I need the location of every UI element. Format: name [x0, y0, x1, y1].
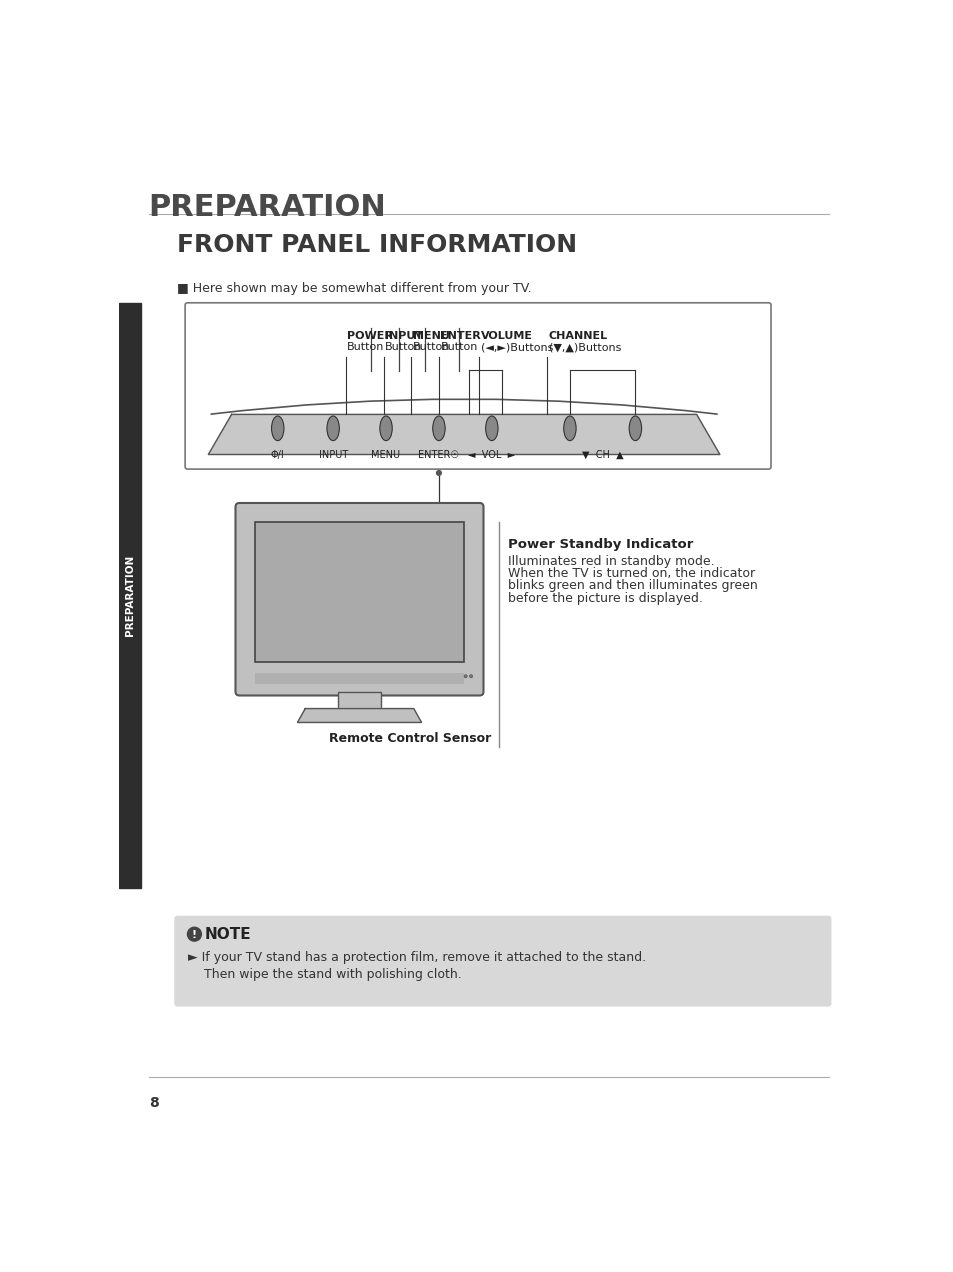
Text: Remote Control Sensor: Remote Control Sensor: [329, 731, 491, 744]
Ellipse shape: [379, 416, 392, 440]
Bar: [119, 303, 141, 888]
Text: NOTE: NOTE: [204, 927, 251, 943]
Ellipse shape: [464, 674, 467, 678]
Text: MENU: MENU: [371, 450, 400, 460]
Text: ◄  VOL  ►: ◄ VOL ►: [468, 450, 515, 460]
Text: Button: Button: [347, 342, 384, 352]
FancyBboxPatch shape: [235, 502, 483, 696]
Text: Button: Button: [440, 342, 477, 352]
Text: Then wipe the stand with polishing cloth.: Then wipe the stand with polishing cloth…: [188, 968, 461, 981]
Text: INPUT: INPUT: [385, 331, 423, 341]
Text: VOLUME: VOLUME: [480, 331, 532, 341]
Ellipse shape: [187, 927, 201, 941]
Text: ■ Here shown may be somewhat different from your TV.: ■ Here shown may be somewhat different f…: [177, 282, 532, 295]
Text: ENTER: ENTER: [440, 331, 480, 341]
Text: PREPARATION: PREPARATION: [125, 555, 135, 636]
Polygon shape: [297, 709, 421, 722]
Ellipse shape: [433, 416, 445, 440]
Ellipse shape: [629, 416, 641, 440]
Ellipse shape: [436, 469, 441, 476]
Text: (◄,►)Buttons: (◄,►)Buttons: [480, 342, 553, 352]
Text: blinks green and then illuminates green: blinks green and then illuminates green: [508, 579, 758, 593]
Text: Button: Button: [413, 342, 450, 352]
Polygon shape: [208, 415, 720, 454]
Ellipse shape: [327, 416, 339, 440]
Text: 8: 8: [149, 1096, 158, 1110]
Ellipse shape: [469, 674, 472, 678]
Text: (▼,▲)Buttons: (▼,▲)Buttons: [548, 342, 620, 352]
Text: CHANNEL: CHANNEL: [548, 331, 607, 341]
Text: Power Standby Indicator: Power Standby Indicator: [508, 538, 693, 551]
FancyBboxPatch shape: [174, 916, 831, 1006]
Text: ▼  CH  ▲: ▼ CH ▲: [581, 450, 623, 460]
Text: When the TV is turned on, the indicator: When the TV is turned on, the indicator: [508, 567, 755, 580]
Text: PREPARATION: PREPARATION: [149, 192, 386, 221]
Text: before the picture is displayed.: before the picture is displayed.: [508, 591, 702, 604]
Ellipse shape: [563, 416, 576, 440]
Text: !: !: [192, 930, 196, 940]
Text: Button: Button: [385, 342, 422, 352]
Ellipse shape: [485, 416, 497, 440]
FancyArrowPatch shape: [211, 399, 717, 415]
Text: ► If your TV stand has a protection film, remove it attached to the stand.: ► If your TV stand has a protection film…: [188, 951, 646, 964]
Text: FRONT PANEL INFORMATION: FRONT PANEL INFORMATION: [177, 234, 577, 257]
Text: Φ/I: Φ/I: [271, 450, 284, 460]
Bar: [254, 673, 464, 684]
Text: Illuminates red in standby mode.: Illuminates red in standby mode.: [508, 555, 714, 567]
Ellipse shape: [272, 416, 284, 440]
Bar: [254, 523, 464, 663]
Text: POWER: POWER: [347, 331, 393, 341]
Text: ENTER☉: ENTER☉: [418, 450, 459, 460]
FancyBboxPatch shape: [185, 303, 770, 469]
Text: INPUT: INPUT: [318, 450, 348, 460]
Text: MENU: MENU: [413, 331, 449, 341]
Bar: [337, 692, 380, 709]
